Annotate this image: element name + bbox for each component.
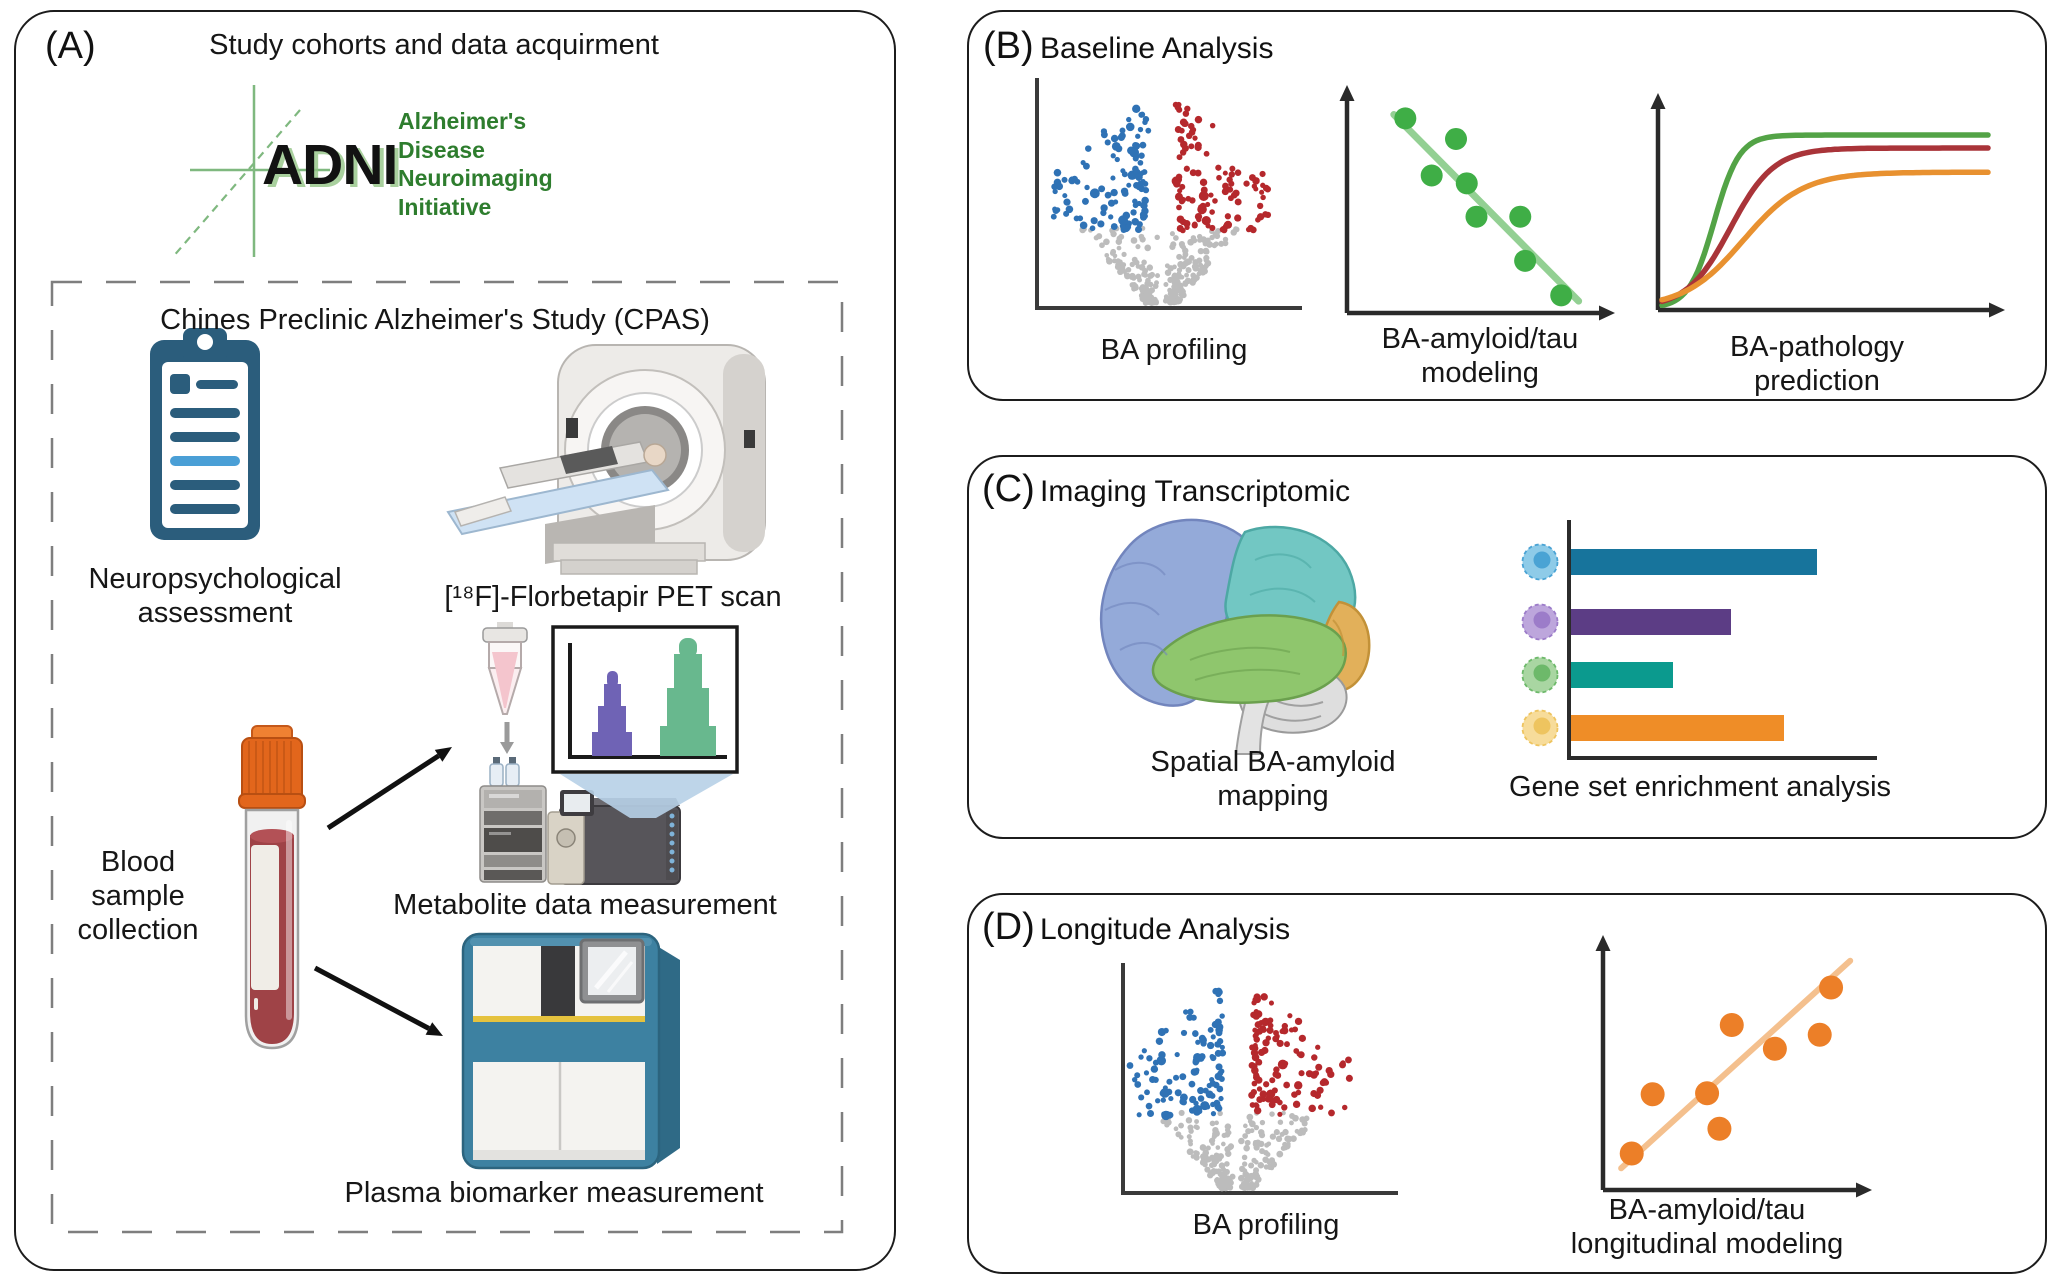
gsea-label: Gene set enrichment analysis	[1508, 771, 1892, 803]
plasma-label: Plasma biomarker measurement	[344, 1177, 764, 1209]
blood-tube-icon	[238, 725, 306, 1050]
cpas-title: Chines Preclinic Alzheimer's Study (CPAS…	[160, 304, 710, 336]
arrow-to-metabolite-icon	[326, 747, 452, 831]
amyloid-tau-modeling-label: BA-amyloid/tau modeling	[1381, 323, 1579, 390]
pathology-prediction-plot	[1650, 93, 2005, 318]
mass-spectrometer-icon	[479, 622, 681, 885]
ba-profiling-label-b: BA profiling	[1100, 334, 1248, 366]
neuro-assessment-label: Neuropsychological assessment	[88, 563, 342, 630]
chromatogram-peak-purple	[592, 671, 632, 756]
panel-a	[14, 10, 896, 1271]
pathology-prediction-label: BA-pathology prediction	[1729, 331, 1905, 398]
panel-c-tag: (C)	[982, 468, 1035, 510]
adni-logo-icon	[171, 85, 330, 259]
brain-icon	[1099, 518, 1371, 755]
metabolite-label: Metabolite data measurement	[393, 889, 777, 921]
panel-b-tag: (B)	[983, 25, 1034, 67]
panel-b-title: Baseline Analysis	[1040, 32, 1274, 65]
panel-d-title: Longitude Analysis	[1040, 913, 1291, 946]
adni-wordmark: ADNI	[262, 133, 398, 197]
arrow-to-plasma-icon	[313, 965, 443, 1036]
cohort-dashed-box	[50, 280, 844, 1234]
volcano-plot-baseline	[1035, 78, 1302, 310]
ba-profiling-label-d: BA profiling	[1192, 1209, 1340, 1241]
panel-d	[967, 893, 2047, 1274]
amyloid-tau-scatter-plot	[1339, 85, 1615, 321]
panel-a-title: Study cohorts and data acquirment	[209, 29, 659, 61]
brain-stem	[1234, 693, 1271, 755]
blood-sample-label: Blood sample collection	[77, 846, 199, 947]
adni-subtitle: Alzheimer's Disease Neuroimaging Initiat…	[398, 108, 553, 220]
chromatogram-inset	[551, 625, 739, 818]
clipboard-icon	[150, 328, 260, 540]
chromatogram-peak-green	[660, 638, 716, 756]
panel-d-tag: (D)	[982, 906, 1035, 948]
plasma-analyzer-icon	[461, 932, 680, 1170]
pet-scanner-icon	[446, 344, 766, 575]
brain-temporal-lobe	[1151, 614, 1347, 704]
longitudinal-scatter-plot	[1595, 935, 1872, 1198]
panel-c-title: Imaging Transcriptomic	[1040, 475, 1351, 508]
panel-a-tag: (A)	[45, 25, 96, 67]
gsea-bar-chart	[1521, 520, 1877, 760]
volcano-plot-longitudinal	[1121, 963, 1398, 1195]
spatial-mapping-label: Spatial BA-amyloid mapping	[1150, 746, 1396, 813]
pet-scan-label: [¹⁸F]-Florbetapir PET scan	[444, 581, 782, 613]
longitudinal-modeling-label: BA-amyloid/tau longitudinal modeling	[1570, 1194, 1844, 1261]
